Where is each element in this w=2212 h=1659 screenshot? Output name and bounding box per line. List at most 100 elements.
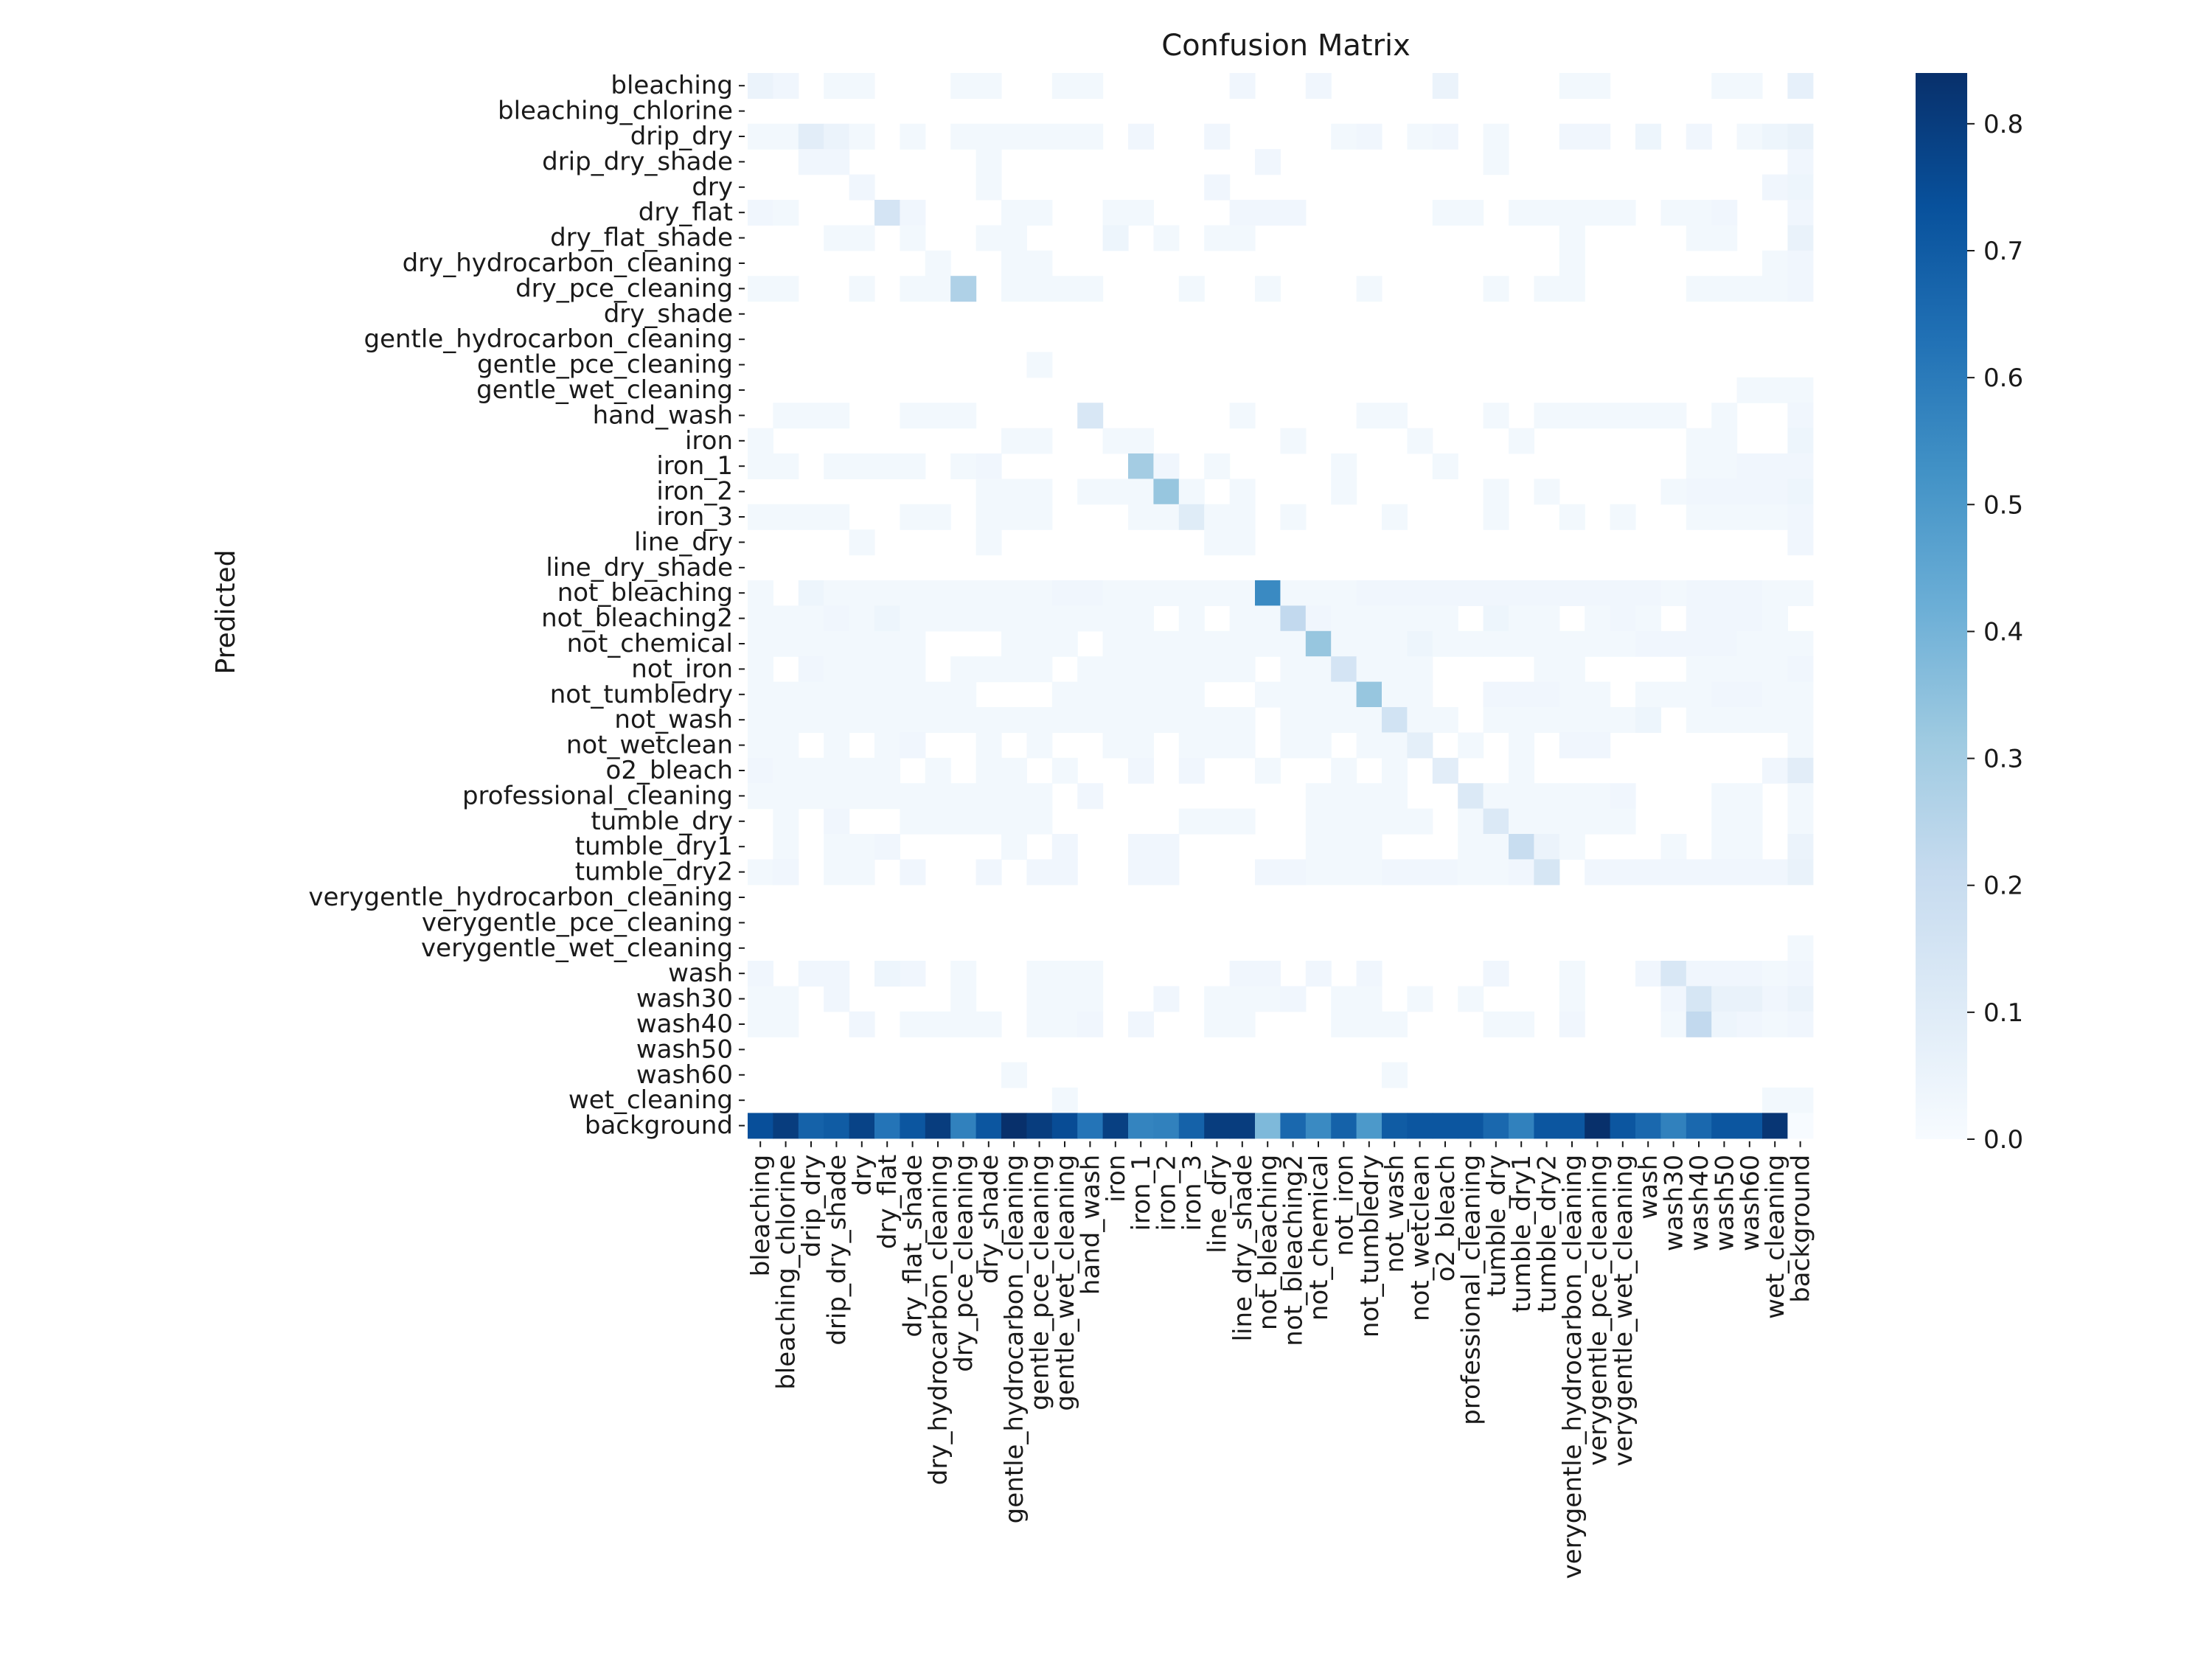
heatmap-cell [1635,859,1661,886]
heatmap-cell [748,986,773,1012]
heatmap-cell [1787,681,1814,708]
heatmap-cell [1204,580,1231,606]
heatmap-cell [1382,859,1408,886]
heatmap-cell [1736,276,1763,302]
heatmap-cell [1736,707,1763,733]
heatmap-cell [748,73,773,99]
heatmap-cell [1610,808,1636,835]
heatmap-cell [1331,1011,1357,1037]
heatmap-cell [1762,250,1788,276]
x-tick-label: verygentle_pce_cleaning [1583,1155,1613,1466]
heatmap-cell [824,681,850,708]
heatmap-cell [1331,656,1357,683]
heatmap-cell [1026,352,1053,378]
heatmap-cell [1534,783,1560,810]
heatmap-cell [874,757,900,784]
heatmap-cell [1559,961,1585,987]
heatmap-cell [1787,174,1814,201]
heatmap-cell [1153,225,1180,251]
heatmap-cell [773,403,799,429]
heatmap-cell [1204,986,1231,1012]
heatmap-cell [1204,1011,1231,1037]
heatmap-cell [1026,1011,1053,1037]
heatmap-cell [1736,1011,1763,1037]
x-tick-label: not_chemical [1304,1155,1334,1321]
heatmap-cell [1077,656,1104,683]
heatmap-cell [1736,504,1763,530]
x-tick-label: hand_wash [1076,1155,1105,1295]
heatmap-cell [1026,605,1053,632]
x-tick-label: tumble_dry [1482,1155,1512,1297]
heatmap-cell [1686,428,1712,454]
heatmap-cell [1280,1113,1307,1139]
heatmap-cell [1736,961,1763,987]
heatmap-cell [1255,1113,1281,1139]
x-tick-label: background [1787,1155,1816,1303]
heatmap-cell [1153,834,1180,860]
heatmap-cell [1178,479,1205,505]
heatmap-cell [1305,808,1332,835]
heatmap-cell [950,707,977,733]
heatmap-cell [748,200,773,226]
heatmap-cell [1026,656,1053,683]
heatmap-cell [874,783,900,810]
heatmap-cell [773,783,799,810]
heatmap-cell [849,656,875,683]
heatmap-cell [1280,504,1307,530]
y-tick-label: wash50 [636,1034,733,1064]
heatmap-cell [1204,529,1231,556]
heatmap-cell [1255,961,1281,987]
heatmap-cell [1686,859,1712,886]
heatmap-cell [1102,656,1129,683]
x-tick-label: dry_flat [873,1155,902,1249]
heatmap-cell [1559,225,1585,251]
heatmap-cell [1356,961,1382,987]
heatmap-cell [1559,834,1585,860]
heatmap-cell [925,605,951,632]
chart-title: Confusion Matrix [1161,29,1411,63]
colorbar-tick-label: 0.8 [1983,110,2023,139]
heatmap-cell [1534,1113,1560,1139]
heatmap-cell [950,73,977,99]
x-tick-label: bleaching_chlorine [772,1155,801,1390]
heatmap-cell [1356,986,1382,1012]
heatmap-cell [1686,123,1712,150]
heatmap-cell [1660,961,1687,987]
heatmap-cell [1458,783,1484,810]
heatmap-cell [1432,1113,1458,1139]
heatmap-cell [1077,580,1104,606]
heatmap-cell [1787,428,1814,454]
heatmap-cell [925,276,951,302]
heatmap-cell [900,707,926,733]
heatmap-cell [849,630,875,657]
heatmap-cell [1331,783,1357,810]
heatmap-cell [1331,757,1357,784]
heatmap-cell [900,453,926,479]
heatmap-cell [1762,174,1788,201]
heatmap-cell [1229,479,1256,505]
heatmap-cell [798,707,824,733]
heatmap-cell [1382,1113,1408,1139]
heatmap-cell [975,707,1002,733]
heatmap-cell [1610,580,1636,606]
heatmap-cell [1001,479,1027,505]
heatmap-cell [975,174,1002,201]
heatmap-cell [975,656,1002,683]
heatmap-cell [950,656,977,683]
heatmap-cell [798,580,824,606]
heatmap-cell [1051,605,1078,632]
y-tick-label: gentle_hydrocarbon_cleaning [364,324,734,354]
heatmap-cell [1432,859,1458,886]
heatmap-cell [975,453,1002,479]
x-tick-label: iron_1 [1127,1155,1156,1231]
heatmap-cell [1610,200,1636,226]
heatmap-cell [798,605,824,632]
heatmap-cell [824,732,850,759]
heatmap-cell [1280,859,1307,886]
x-tick-label: dry_hydrocarbon_cleaning [924,1155,953,1485]
heatmap-cell [1077,479,1104,505]
heatmap-cell [1736,783,1763,810]
heatmap-cell [1356,707,1382,733]
heatmap-cell [1077,123,1104,150]
